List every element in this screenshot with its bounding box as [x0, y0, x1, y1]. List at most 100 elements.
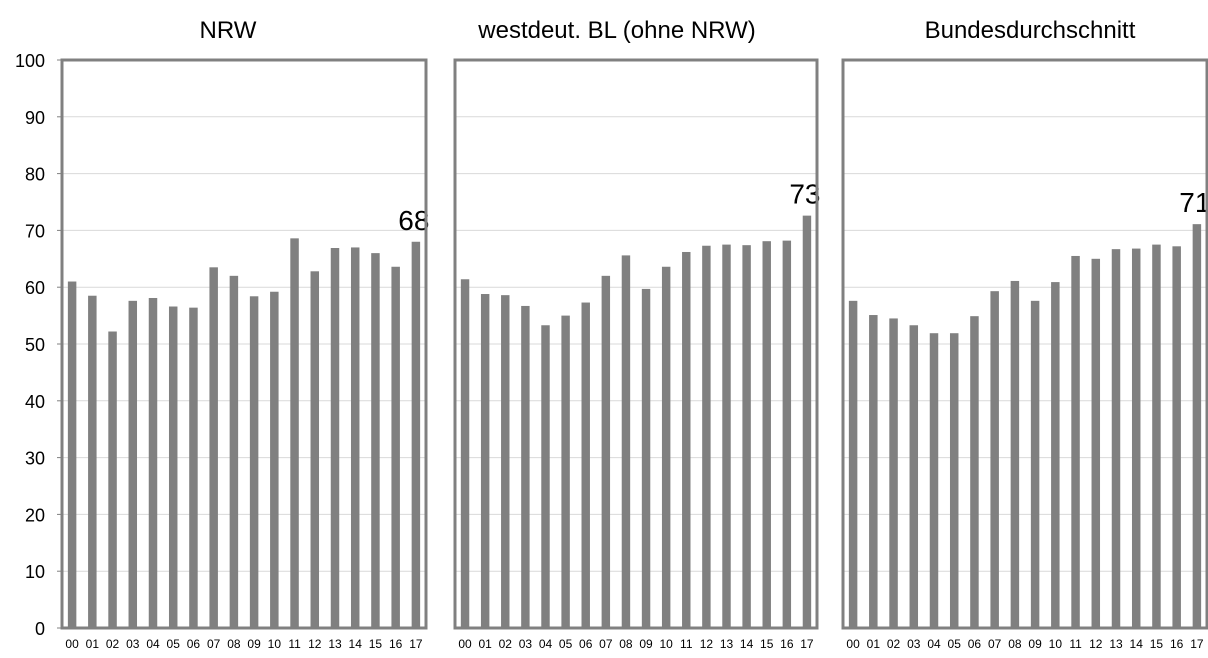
x-tick-label: 04	[539, 637, 553, 651]
x-tick-label: 02	[499, 637, 513, 651]
bar-02	[108, 331, 117, 628]
bar-08	[1010, 280, 1020, 628]
bar-03	[909, 325, 919, 628]
x-tick-label: 04	[146, 637, 160, 651]
bar-16	[1172, 246, 1181, 628]
x-tick-label: 17	[409, 637, 423, 651]
x-tick-label: 09	[639, 637, 653, 651]
plot-frame	[60, 58, 428, 630]
bar-10	[661, 266, 671, 628]
bar-13	[722, 244, 731, 628]
x-tick-label: 03	[126, 637, 140, 651]
y-tick-label: 30	[25, 449, 45, 469]
bar-03	[521, 305, 530, 628]
bar-14	[350, 247, 360, 628]
x-tick-label: 10	[268, 637, 282, 651]
x-tick-label: 02	[887, 637, 901, 651]
bar-01	[869, 315, 878, 628]
x-tick-label: 11	[680, 637, 693, 651]
bar-01	[88, 295, 97, 628]
chart-title: NRW	[200, 17, 257, 44]
x-tick-label: 00	[846, 637, 860, 651]
x-tick-label: 08	[227, 637, 241, 651]
x-tick-label: 12	[700, 637, 714, 651]
bar-02	[501, 295, 510, 628]
x-tick-label: 03	[907, 637, 921, 651]
bar-13	[1111, 249, 1121, 629]
bar-09	[641, 288, 651, 628]
x-tick-label: 13	[720, 637, 734, 651]
y-tick-label: 50	[25, 335, 45, 355]
x-tick-label: 13	[1109, 637, 1123, 651]
x-tick-label: 17	[800, 637, 814, 651]
bar-11	[290, 238, 299, 629]
x-tick-label: 11	[288, 637, 301, 651]
x-tick-label: 15	[1150, 637, 1164, 651]
x-tick-label: 02	[106, 637, 120, 651]
bar-17	[802, 215, 812, 628]
x-tick-label: 04	[927, 637, 941, 651]
bar-04	[541, 325, 550, 628]
y-tick-label: 100	[15, 51, 45, 71]
bar-11	[682, 251, 691, 628]
bar-15	[1152, 244, 1161, 628]
chart-title: Bundesdurchschnitt	[925, 17, 1136, 44]
bar-01	[480, 294, 490, 628]
y-tick-label: 20	[25, 505, 45, 525]
data-label: 73	[789, 179, 820, 210]
x-tick-label: 14	[1130, 637, 1144, 651]
x-tick-label: 14	[740, 637, 754, 651]
y-tick-label: 10	[25, 562, 45, 582]
bar-15	[762, 241, 771, 628]
x-tick-label: 07	[207, 637, 221, 651]
data-label: 68	[398, 205, 429, 236]
x-tick-label: 00	[458, 637, 472, 651]
bar-10	[1051, 282, 1060, 628]
bar-12	[702, 245, 711, 628]
x-tick-label: 08	[619, 637, 633, 651]
y-tick-label: 90	[25, 108, 45, 128]
bar-08	[621, 255, 631, 628]
plot-frame	[453, 58, 819, 630]
plot-frame	[841, 58, 1208, 630]
bar-17	[411, 241, 421, 628]
x-tick-label: 11	[1069, 637, 1082, 651]
bar-12	[310, 271, 320, 628]
bar-00	[460, 279, 470, 628]
x-tick-label: 16	[1170, 637, 1184, 651]
bar-12	[1091, 258, 1101, 628]
x-tick-label: 08	[1008, 637, 1022, 651]
bar-10	[270, 291, 279, 628]
x-tick-label: 06	[187, 637, 201, 651]
bar-04	[929, 333, 939, 628]
bar-05	[561, 315, 570, 628]
y-tick-label: 40	[25, 392, 45, 412]
x-tick-label: 06	[968, 637, 982, 651]
data-label: 71	[1179, 187, 1208, 218]
bar-15	[371, 253, 380, 628]
x-tick-label: 15	[760, 637, 774, 651]
y-tick-label: 80	[25, 165, 45, 185]
x-tick-label: 13	[328, 637, 342, 651]
bar-11	[1071, 255, 1080, 628]
y-tick-label: 0	[35, 619, 45, 639]
x-tick-label: 07	[988, 637, 1002, 651]
bar-16	[782, 240, 792, 628]
x-tick-label: 01	[86, 637, 100, 651]
x-tick-label: 05	[167, 637, 181, 651]
bar-00	[848, 300, 858, 628]
x-tick-label: 09	[247, 637, 261, 651]
bar-17	[1192, 224, 1202, 629]
bar-05	[949, 333, 959, 628]
x-tick-label: 01	[478, 637, 492, 651]
x-tick-label: 01	[867, 637, 881, 651]
bar-02	[889, 318, 898, 628]
x-tick-label: 06	[579, 637, 593, 651]
bar-03	[128, 300, 138, 628]
x-tick-label: 05	[948, 637, 962, 651]
bar-06	[970, 316, 979, 628]
bar-14	[1131, 248, 1141, 629]
bar-05	[168, 306, 178, 628]
